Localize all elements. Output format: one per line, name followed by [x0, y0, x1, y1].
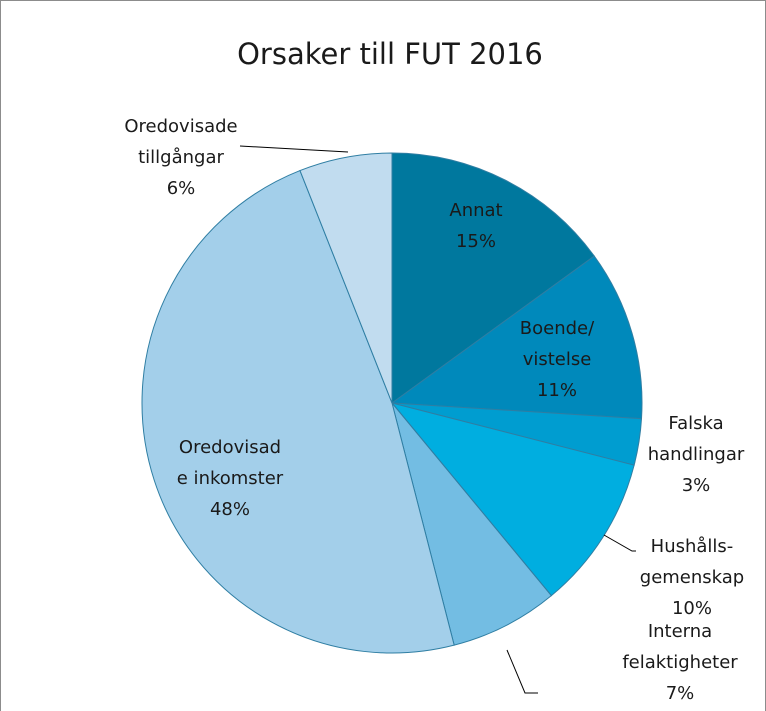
slice-label-line: handlingar: [648, 444, 745, 465]
leader-line: [506, 649, 538, 694]
slice-value-label: 6%: [167, 178, 196, 199]
slice-label-line: Hushålls-: [651, 536, 734, 557]
pie: [141, 152, 643, 654]
slice-value-label: 10%: [672, 598, 712, 619]
leader-line: [603, 534, 636, 552]
pie-slice: [390, 255, 643, 420]
slice-value-label: 11%: [537, 380, 577, 401]
slice-label-line: Interna: [648, 621, 712, 642]
pie-slice: [390, 402, 635, 597]
slice-label: Boende/vistelse: [520, 318, 595, 370]
slice-label-line: Falska: [668, 413, 723, 434]
slice-label-line: tillgångar: [138, 147, 224, 168]
slice-label-line: felaktigheter: [622, 652, 738, 673]
pie-slice: [391, 152, 595, 404]
slice-label-line: e inkomster: [177, 468, 284, 489]
slice-value-label: 15%: [456, 231, 496, 252]
slice-label: Annat: [449, 200, 502, 221]
pie-slice: [141, 169, 455, 654]
slice-label: Interna felaktigheter: [622, 621, 738, 673]
pie-slice: [391, 402, 553, 646]
labels: Annat 15% Boende/vistelse 11% Falska handling…: [124, 116, 744, 704]
slice-label-line: Annat: [449, 200, 502, 221]
slice-value-label: 7%: [666, 683, 695, 704]
slice-label: Hushålls-gemenskap: [640, 536, 744, 588]
chart-title: Orsaker till FUT 2016: [237, 37, 543, 71]
slice-label: Oredovisade tillgångar: [124, 116, 237, 168]
slice-label: Falska handlingar: [648, 413, 745, 465]
slice-value-label: 48%: [210, 499, 250, 520]
slice-label: Oredovisad e inkomster: [177, 437, 284, 489]
slice-label-line: vistelse: [523, 349, 592, 370]
slice-label-line: Boende/: [520, 318, 595, 339]
slice-label-line: gemenskap: [640, 567, 744, 588]
slice-value-label: 3%: [682, 475, 711, 496]
slice-label-line: Oredovisade: [124, 116, 237, 137]
slice-label-line: Oredovisad: [179, 437, 281, 458]
pie-slice: [299, 152, 393, 404]
leader-line: [239, 145, 349, 153]
